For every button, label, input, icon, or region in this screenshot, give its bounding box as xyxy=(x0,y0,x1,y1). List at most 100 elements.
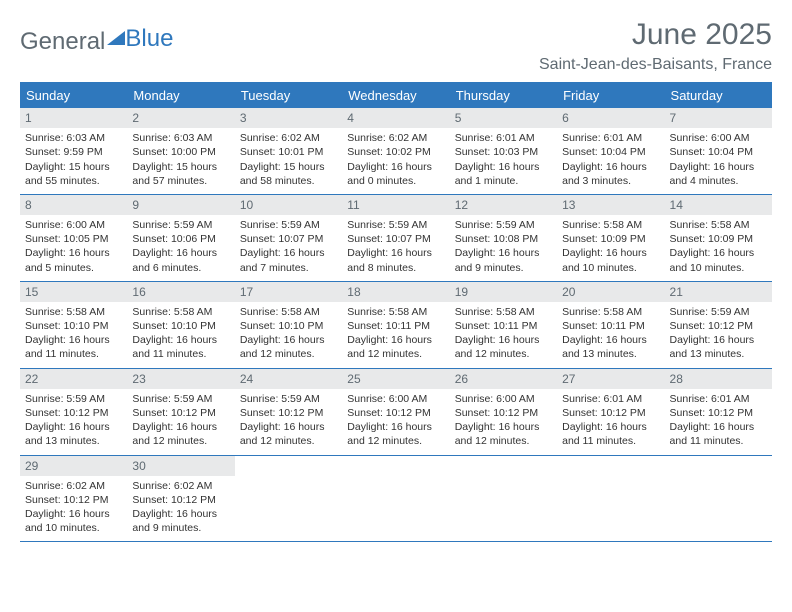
weekday-header: Tuesday xyxy=(235,84,342,108)
day-sunrise: Sunrise: 6:00 AM xyxy=(670,131,767,145)
day-sunset: Sunset: 10:10 PM xyxy=(132,319,229,333)
day-sunset: Sunset: 10:09 PM xyxy=(562,232,659,246)
day-number: 22 xyxy=(20,369,127,389)
week-row: 29Sunrise: 6:02 AMSunset: 10:12 PMDaylig… xyxy=(20,456,772,543)
day-d2: and 13 minutes. xyxy=(562,347,659,361)
week-row: 15 Sunrise: 5:58 AM Sunset: 10:10 PM Daylig… xyxy=(20,282,772,369)
day-cell xyxy=(665,456,772,542)
day-sunset: Sunset: 10:07 PM xyxy=(240,232,337,246)
day-d2: and 12 minutes. xyxy=(455,434,552,448)
day-d2: and 12 minutes. xyxy=(455,347,552,361)
weekday-header-row: Sunday Monday Tuesday Wednesday Thursday… xyxy=(20,84,772,108)
weekday-header: Friday xyxy=(557,84,664,108)
day-cell: 5Sunrise: 6:01 AMSunset: 10:03 PMDayligh… xyxy=(450,108,557,194)
day-d2: and 55 minutes. xyxy=(25,174,122,188)
day-cell: 17Sunrise: 5:58 AMSunset: 10:10 PMDaylig… xyxy=(235,282,342,368)
day-d1: Daylight: 15 hours xyxy=(132,160,229,174)
day-d2: and 12 minutes. xyxy=(240,434,337,448)
day-d2: and 1 minute. xyxy=(455,174,552,188)
day-d1: Daylight: 16 hours xyxy=(562,420,659,434)
day-d2: and 58 minutes. xyxy=(240,174,337,188)
day-d2: and 12 minutes. xyxy=(347,347,444,361)
month-title: June 2025 xyxy=(539,18,772,52)
day-d2: and 9 minutes. xyxy=(455,261,552,275)
day-d1: Daylight: 16 hours xyxy=(670,246,767,260)
day-d2: and 11 minutes. xyxy=(670,434,767,448)
day-number: 20 xyxy=(557,282,664,302)
day-sunrise: Sunrise: 5:59 AM xyxy=(455,218,552,232)
day-cell: 9Sunrise: 5:59 AMSunset: 10:06 PMDayligh… xyxy=(127,195,234,281)
day-d1: Daylight: 16 hours xyxy=(132,246,229,260)
day-sunrise: Sunrise: 6:02 AM xyxy=(347,131,444,145)
day-cell xyxy=(557,456,664,542)
day-d1: Daylight: 16 hours xyxy=(455,160,552,174)
logo-triangle-icon xyxy=(107,24,125,52)
day-d1: Daylight: 16 hours xyxy=(240,246,337,260)
day-sunrise: Sunrise: 5:59 AM xyxy=(670,305,767,319)
day-sunrise: Sunrise: 5:59 AM xyxy=(132,218,229,232)
day-cell: 16Sunrise: 5:58 AMSunset: 10:10 PMDaylig… xyxy=(127,282,234,368)
day-sunrise: Sunrise: 6:03 AM xyxy=(25,131,122,145)
logo-text-2: Blue xyxy=(125,25,173,53)
day-cell: 22Sunrise: 5:59 AMSunset: 10:12 PMDaylig… xyxy=(20,369,127,455)
day-sunrise: Sunrise: 5:58 AM xyxy=(240,305,337,319)
day-sunset: Sunset: 10:11 PM xyxy=(455,319,552,333)
day-number: 21 xyxy=(665,282,772,302)
day-number: 7 xyxy=(665,108,772,128)
day-number: 16 xyxy=(127,282,234,302)
day-sunset: Sunset: 10:12 PM xyxy=(132,406,229,420)
day-d1: Daylight: 16 hours xyxy=(25,420,122,434)
day-d1: Daylight: 16 hours xyxy=(240,420,337,434)
day-number: 27 xyxy=(557,369,664,389)
day-sunrise: Sunrise: 6:02 AM xyxy=(132,479,229,493)
weekday-header: Wednesday xyxy=(342,84,449,108)
day-d2: and 3 minutes. xyxy=(562,174,659,188)
day-sunset: Sunset: 10:03 PM xyxy=(455,145,552,159)
day-d2: and 7 minutes. xyxy=(240,261,337,275)
calendar-grid: Sunday Monday Tuesday Wednesday Thursday… xyxy=(20,82,772,542)
day-number: 29 xyxy=(20,456,127,476)
day-d1: Daylight: 16 hours xyxy=(240,333,337,347)
day-d1: Daylight: 16 hours xyxy=(562,333,659,347)
day-cell: 24Sunrise: 5:59 AMSunset: 10:12 PMDaylig… xyxy=(235,369,342,455)
day-number: 25 xyxy=(342,369,449,389)
day-number: 5 xyxy=(450,108,557,128)
day-d1: Daylight: 16 hours xyxy=(347,333,444,347)
day-sunset: Sunset: 9:59 PM xyxy=(25,145,122,159)
day-number: 12 xyxy=(450,195,557,215)
title-block: June 2025 Saint-Jean-des-Baisants, Franc… xyxy=(539,18,772,74)
day-d2: and 12 minutes. xyxy=(240,347,337,361)
day-cell: 18Sunrise: 5:58 AMSunset: 10:11 PMDaylig… xyxy=(342,282,449,368)
week-row: 22Sunrise: 5:59 AMSunset: 10:12 PMDaylig… xyxy=(20,369,772,456)
day-cell: 15Sunrise: 5:58 AMSunset: 10:10 PMDaylig… xyxy=(20,282,127,368)
day-d1: Daylight: 15 hours xyxy=(240,160,337,174)
day-number: 15 xyxy=(20,282,127,302)
day-sunrise: Sunrise: 5:59 AM xyxy=(240,218,337,232)
day-number: 4 xyxy=(342,108,449,128)
day-cell: 12Sunrise: 5:59 AMSunset: 10:08 PMDaylig… xyxy=(450,195,557,281)
day-sunrise: Sunrise: 6:02 AM xyxy=(25,479,122,493)
location-label: Saint-Jean-des-Baisants, France xyxy=(539,56,772,74)
day-d1: Daylight: 16 hours xyxy=(670,160,767,174)
day-d2: and 13 minutes. xyxy=(670,347,767,361)
day-sunrise: Sunrise: 6:01 AM xyxy=(562,131,659,145)
day-sunset: Sunset: 10:12 PM xyxy=(670,319,767,333)
day-sunrise: Sunrise: 5:58 AM xyxy=(562,305,659,319)
day-d2: and 10 minutes. xyxy=(562,261,659,275)
day-sunset: Sunset: 10:02 PM xyxy=(347,145,444,159)
day-number: 30 xyxy=(127,456,234,476)
day-cell: 11Sunrise: 5:59 AMSunset: 10:07 PMDaylig… xyxy=(342,195,449,281)
brand-logo: General Blue xyxy=(20,18,173,60)
day-sunrise: Sunrise: 5:58 AM xyxy=(25,305,122,319)
day-d1: Daylight: 16 hours xyxy=(670,333,767,347)
day-d2: and 6 minutes. xyxy=(132,261,229,275)
day-d1: Daylight: 16 hours xyxy=(455,333,552,347)
day-number: 24 xyxy=(235,369,342,389)
week-row: 8Sunrise: 6:00 AMSunset: 10:05 PMDayligh… xyxy=(20,195,772,282)
day-number: 8 xyxy=(20,195,127,215)
day-cell: 6Sunrise: 6:01 AMSunset: 10:04 PMDayligh… xyxy=(557,108,664,194)
day-cell xyxy=(342,456,449,542)
day-sunset: Sunset: 10:11 PM xyxy=(347,319,444,333)
day-sunset: Sunset: 10:12 PM xyxy=(132,493,229,507)
day-sunrise: Sunrise: 6:02 AM xyxy=(240,131,337,145)
